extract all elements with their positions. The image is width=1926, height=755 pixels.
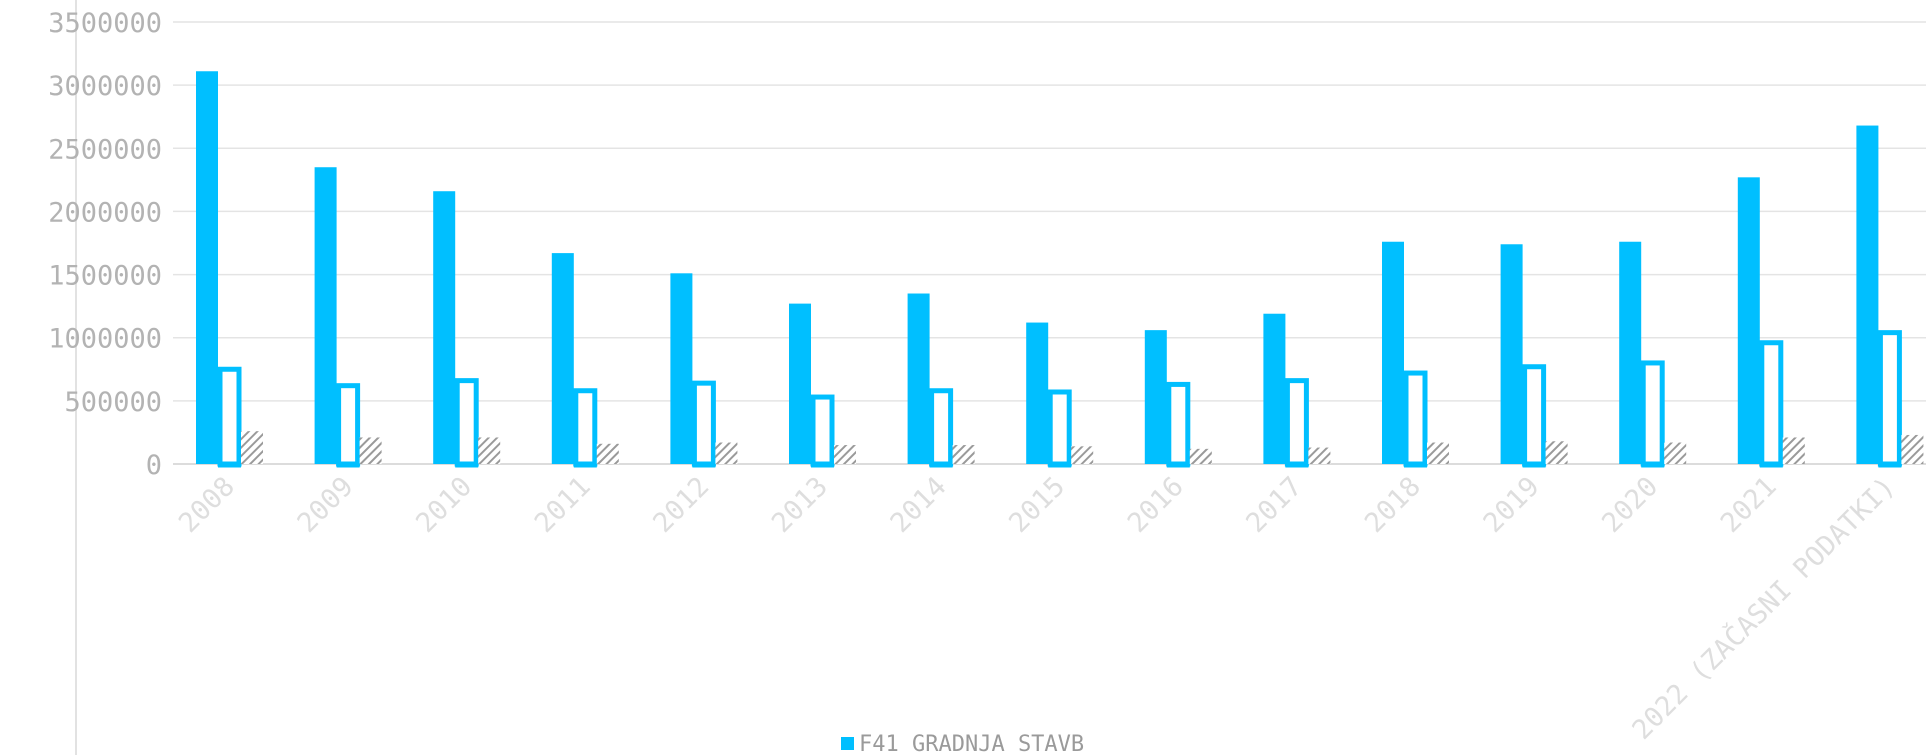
bar-outline (1166, 381, 1191, 467)
bar-outline (454, 378, 479, 467)
bar-outline (1877, 330, 1902, 467)
bar-hatched (1427, 442, 1449, 464)
x-tick-label: 2012 (647, 471, 715, 539)
x-tick-label: 2008 (173, 471, 241, 539)
bar-outline (929, 388, 954, 467)
bar-solid (196, 71, 218, 464)
x-tick-label: 2016 (1122, 471, 1190, 539)
bar-outline (691, 380, 716, 467)
x-tick-label: 2017 (1240, 471, 1308, 539)
bar-solid (1263, 313, 1286, 464)
bar-solid (433, 191, 456, 465)
bar-hatched (1308, 447, 1331, 464)
bar-solid (789, 303, 811, 464)
y-tick-label: 500000 (64, 387, 162, 418)
x-tick-label: 2015 (1003, 471, 1071, 539)
bar-solid (1737, 177, 1760, 464)
bar-outline (1403, 370, 1428, 467)
bar-solid (314, 167, 337, 464)
x-tick-label: 2021 (1715, 471, 1783, 539)
bar-hatched (1189, 448, 1212, 464)
y-tick-label: 1000000 (48, 324, 162, 355)
y-tick-label: 1500000 (48, 261, 162, 292)
bars (196, 71, 1924, 468)
bar-solid (1856, 125, 1879, 464)
bar-outline (1640, 360, 1665, 467)
bar-outline (1759, 340, 1784, 467)
bar-hatched (241, 431, 263, 464)
x-tick-label: 2020 (1596, 471, 1664, 539)
bar-outline (336, 383, 361, 467)
bar-hatched (478, 437, 501, 464)
bar-solid (1144, 330, 1167, 464)
y-axis-ticks: 0 500000 1000000 1500000 2000000 2500000 30000… (48, 8, 162, 481)
bar-solid (1026, 322, 1049, 464)
bar-solid (670, 273, 693, 464)
bar-hatched (1782, 437, 1805, 464)
bar-outline (1522, 364, 1547, 467)
bar-solid (1382, 241, 1404, 464)
y-tick-label: 3500000 (48, 8, 162, 39)
bar-hatched (1545, 441, 1568, 464)
bar-hatched (1664, 442, 1687, 464)
x-tick-label: 2013 (766, 471, 834, 539)
bar-outline (810, 394, 835, 467)
y-tick-label: 0 (146, 450, 162, 481)
bar-hatched (952, 445, 975, 464)
x-axis-ticks: 2008 2009 2010 2011 2012 2013 2014 2015 2016 2017… (173, 470, 1901, 746)
bar-hatched (1901, 434, 1924, 464)
bar-hatched (715, 442, 738, 464)
y-tick-label: 2000000 (48, 197, 162, 228)
bar-outline (1284, 378, 1309, 467)
bar-hatched (596, 443, 619, 464)
x-tick-label: 2009 (292, 471, 360, 539)
bar-outline (573, 388, 598, 467)
bar-outline (1047, 389, 1072, 467)
bar-outline (217, 366, 242, 467)
bar-hatched (359, 437, 382, 464)
x-tick-label: 2019 (1478, 471, 1546, 539)
x-tick-label: 2011 (529, 471, 597, 539)
legend: F41 GRADNJA STAVB (841, 732, 1084, 755)
bar-hatched (1071, 446, 1094, 464)
bar-solid (551, 253, 574, 464)
x-tick-label: 2014 (885, 471, 953, 539)
x-tick-label: 2010 (410, 471, 478, 539)
legend-swatch (841, 737, 854, 750)
bar-hatched (834, 445, 856, 464)
bar-solid (1619, 241, 1642, 464)
y-tick-label: 3000000 (48, 71, 162, 102)
bar-solid (1500, 244, 1523, 464)
bar-solid (907, 293, 930, 464)
y-tick-label: 2500000 (48, 134, 162, 165)
legend-label: F41 GRADNJA STAVB (859, 732, 1084, 755)
x-tick-label: 2018 (1359, 471, 1427, 539)
